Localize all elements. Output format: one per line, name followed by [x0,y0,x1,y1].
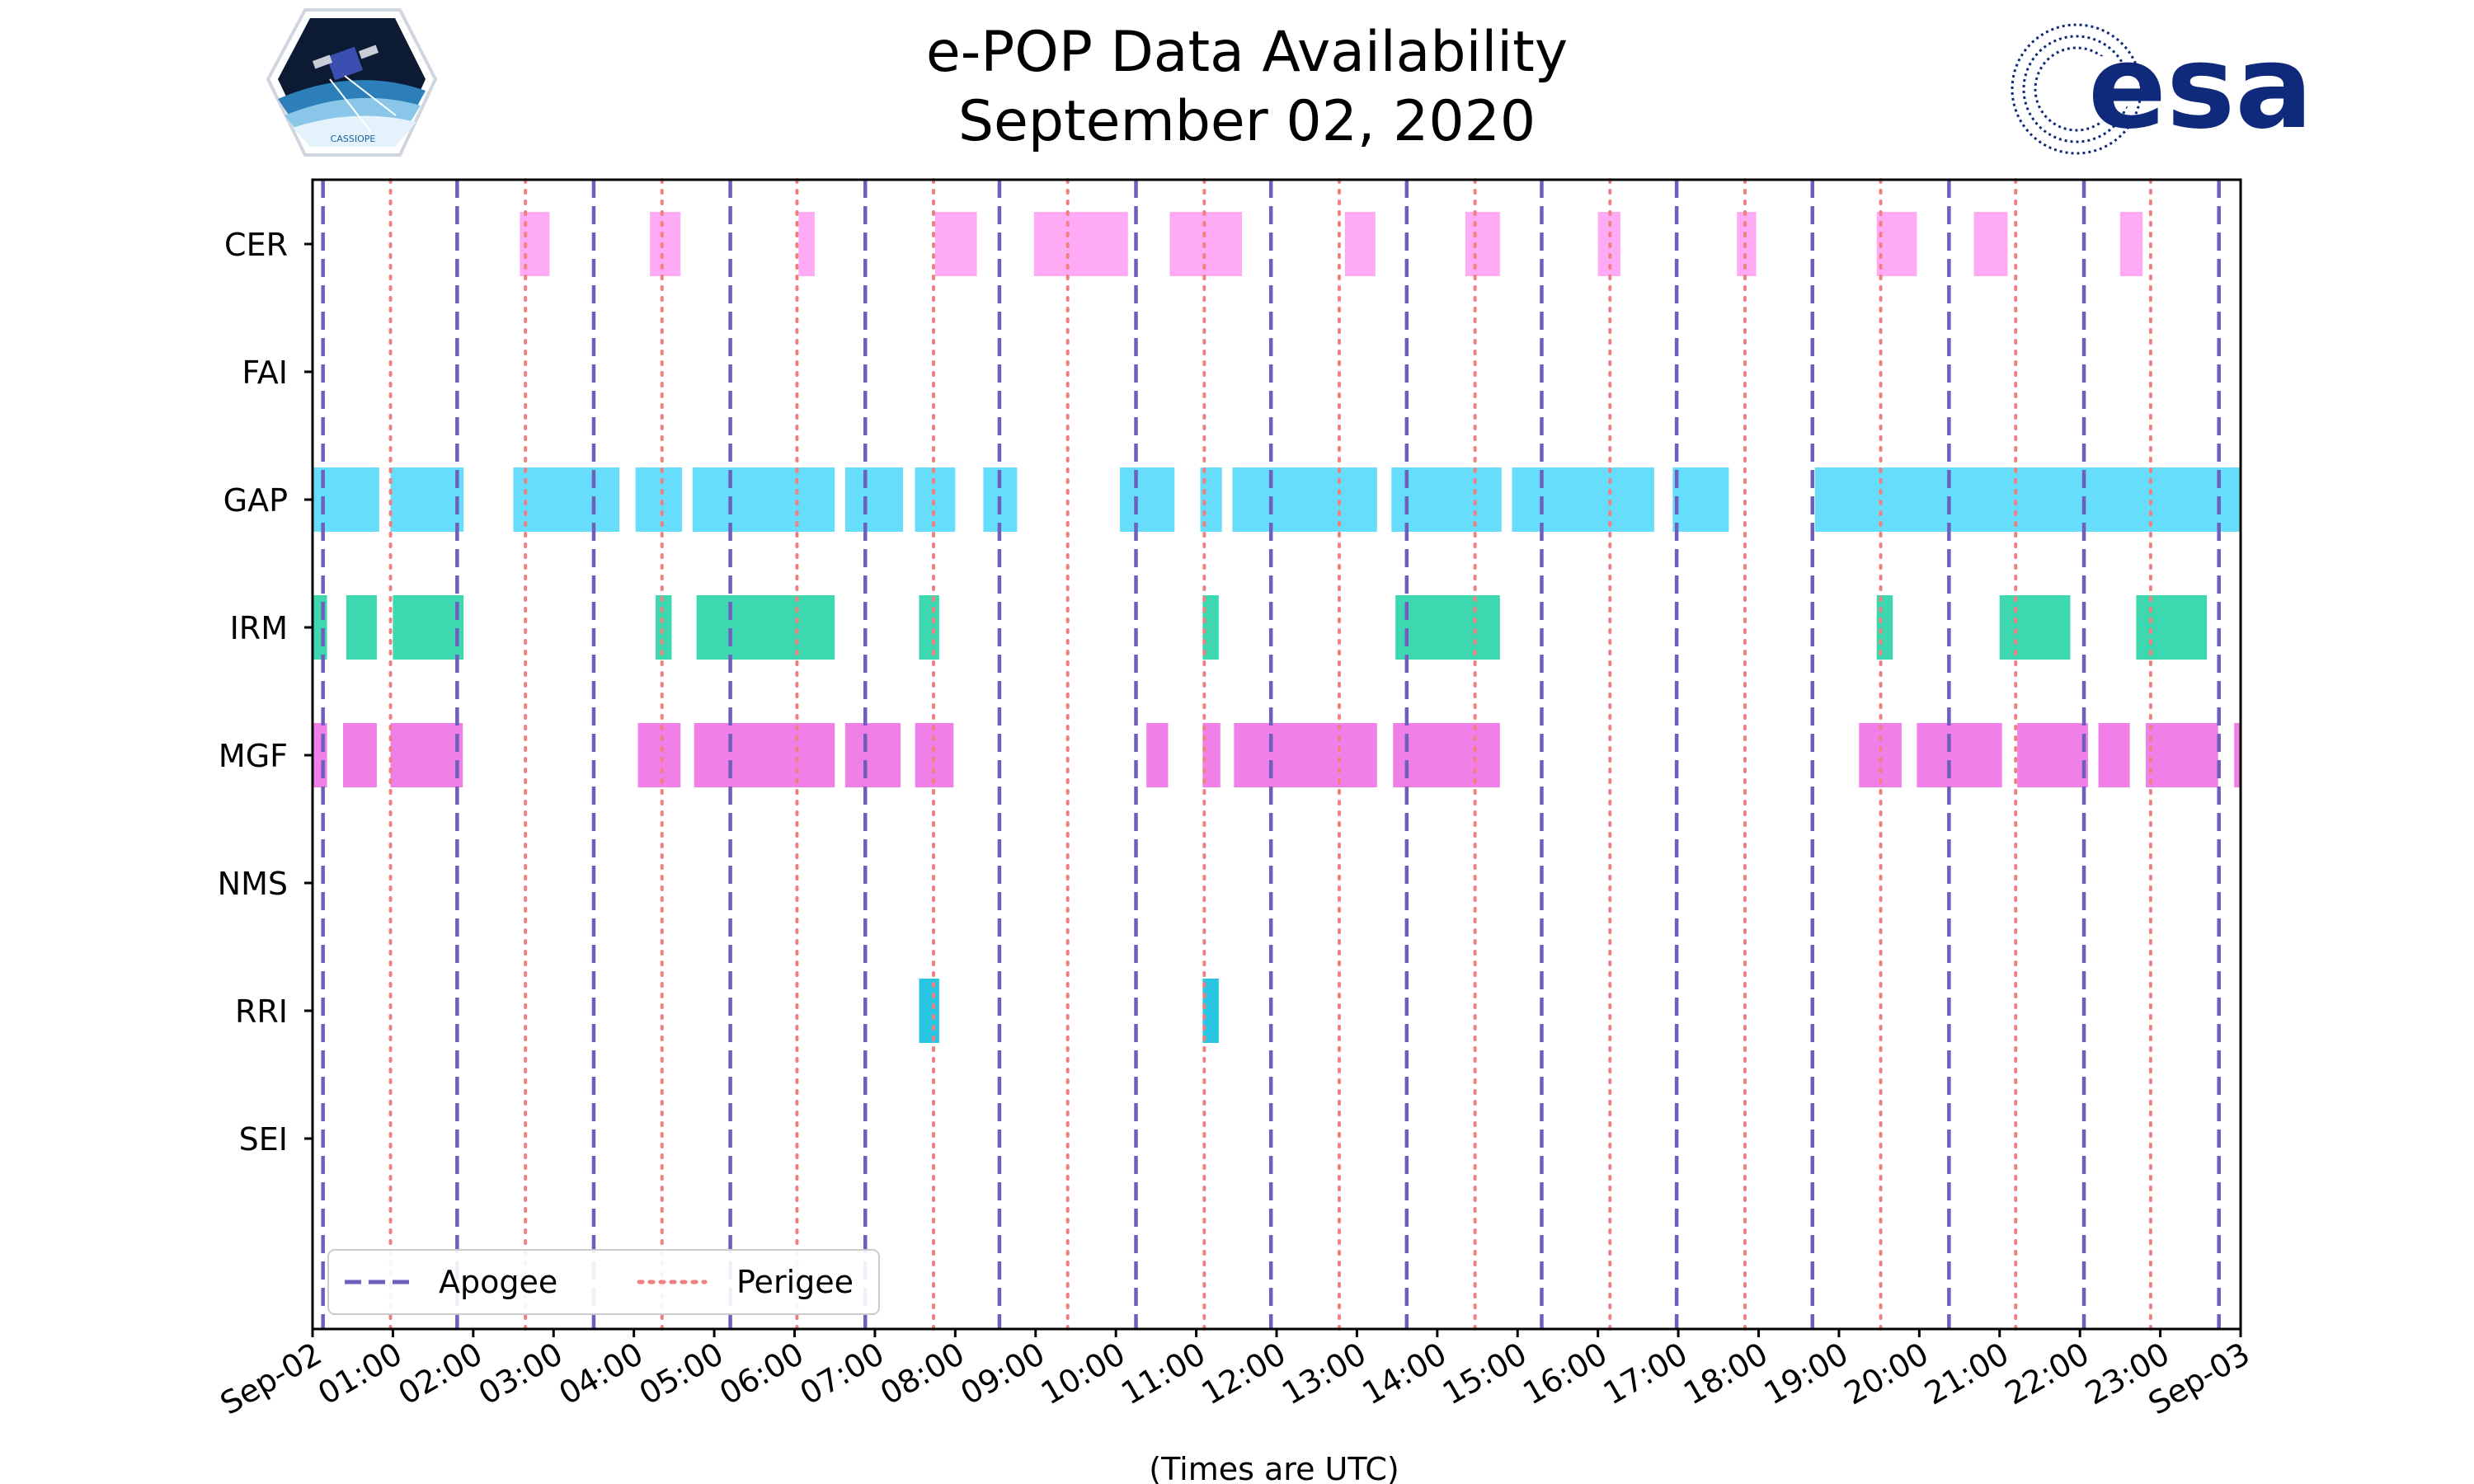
bar-gap-4 [692,467,835,532]
x-tick-label-15: 15:00 [1437,1336,1533,1412]
bar-mgf-16 [2234,723,2241,787]
bar-cer-12 [2119,212,2143,276]
bar-mgf-6 [915,723,954,787]
bar-cer-3 [934,212,977,276]
bar-mgf-14 [2098,723,2130,787]
bar-cer-2 [798,212,815,276]
bar-gap-12 [1512,467,1654,532]
x-tick-label-17: 17:00 [1597,1336,1694,1412]
y-tick-label-cer: CER [224,227,288,263]
x-tick-label-12: 12:00 [1196,1336,1292,1412]
y-tick-label-nms: NMS [218,866,288,902]
esa-logo-icon: esa [2011,21,2313,155]
chart-subtitle: September 02, 2020 [958,89,1536,154]
x-tick-label-16: 16:00 [1517,1336,1613,1412]
x-tick-label-2: 02:00 [392,1336,488,1412]
esa-logo-text: esa [2088,21,2313,155]
bar-gap-13 [1672,467,1729,532]
y-tick-labels: CER FAI GAP IRM MGF NMS RRI SEI [218,227,288,1158]
y-tick-label-fai: FAI [242,355,288,391]
x-tick-label-20: 20:00 [1838,1336,1935,1412]
availability-bars [313,212,2241,1043]
plot-axes [304,178,2242,1337]
orbit-event-lines [321,178,2221,1331]
bar-gap-2 [513,467,620,532]
chart-title: e-POP Data Availability [926,20,1568,85]
bar-mgf-3 [637,723,681,787]
bar-gap-3 [635,467,683,532]
bar-mgf-11 [1859,723,1902,787]
y-tick-label-gap: GAP [223,482,288,519]
bar-cer-4 [1033,212,1128,276]
bar-irm-10 [2136,595,2208,660]
bar-irm-4 [696,595,835,660]
x-tick-label-9: 09:00 [954,1336,1051,1412]
x-tick-label-11: 11:00 [1115,1336,1211,1412]
bar-cer-6 [1344,212,1376,276]
bar-gap-5 [844,467,904,532]
cassiope-logo-text: CASSIOPE [331,134,376,144]
x-tick-label-6: 06:00 [713,1336,810,1412]
x-tick-label-0: Sep-02 [214,1336,328,1422]
x-tick-label-14: 14:00 [1356,1336,1452,1412]
x-tick-label-5: 05:00 [633,1336,730,1412]
bar-mgf-7 [1146,723,1169,787]
bar-irm-5 [919,595,939,660]
bar-mgf-15 [2146,723,2218,787]
x-axis-label: (Times are UTC) [1149,1451,1399,1484]
bar-irm-9 [1999,595,2071,660]
bar-mgf-12 [1917,723,2002,787]
y-tick-label-rri: RRI [235,993,288,1030]
cassiope-mission-patch-icon: CASSIOPE [266,8,438,157]
x-tick-label-1: 01:00 [312,1336,408,1412]
y-tick-label-mgf: MGF [219,738,288,774]
bar-mgf-10 [1393,723,1500,787]
bar-mgf-8 [1202,723,1221,787]
bar-cer-1 [650,212,681,276]
x-tick-label-4: 04:00 [553,1336,649,1412]
bar-mgf-5 [844,723,901,787]
bar-irm-2 [393,595,464,660]
bar-gap-6 [915,467,956,532]
bar-gap-11 [1391,467,1502,532]
x-tick-label-13: 13:00 [1276,1336,1372,1412]
bar-mgf-2 [390,723,463,787]
bar-gap-9 [1200,467,1222,532]
bar-cer-10 [1876,212,1917,276]
bar-irm-1 [346,595,377,660]
x-tick-label-7: 07:00 [794,1336,891,1412]
bar-gap-14 [1814,467,2241,532]
bar-mgf-1 [343,723,377,787]
legend-frame [327,1249,880,1315]
x-tick-label-8: 08:00 [874,1336,971,1412]
bar-rri-0 [919,979,939,1043]
bar-irm-3 [655,595,672,660]
y-tick-label-sei: SEI [239,1121,288,1158]
bar-gap-1 [390,467,464,532]
bar-cer-11 [1973,212,2008,276]
x-tick-label-22: 22:00 [1999,1336,2095,1412]
bar-mgf-13 [2017,723,2088,787]
legend-perigee-label: Perigee [736,1264,854,1300]
x-tick-label-3: 03:00 [473,1336,569,1412]
bar-mgf-9 [1234,723,1377,787]
bar-gap-10 [1232,467,1377,532]
x-tick-label-19: 19:00 [1758,1336,1855,1412]
bar-mgf-4 [694,723,835,787]
legend-apogee-label: Apogee [439,1264,557,1300]
x-tick-label-21: 21:00 [1918,1336,2015,1412]
x-tick-labels: Sep-0201:0002:0003:0004:0005:0006:0007:0… [214,1336,2256,1422]
bar-irm-7 [1395,595,1500,660]
y-tick-label-irm: IRM [230,610,288,646]
bar-cer-7 [1465,212,1500,276]
legend: Apogee Perigee [327,1249,880,1315]
x-tick-label-10: 10:00 [1035,1336,1131,1412]
bar-irm-6 [1202,595,1219,660]
x-tick-label-18: 18:00 [1677,1336,1774,1412]
bar-rri-1 [1202,979,1219,1043]
bar-irm-8 [1876,595,1893,660]
bar-gap-8 [1120,467,1175,532]
